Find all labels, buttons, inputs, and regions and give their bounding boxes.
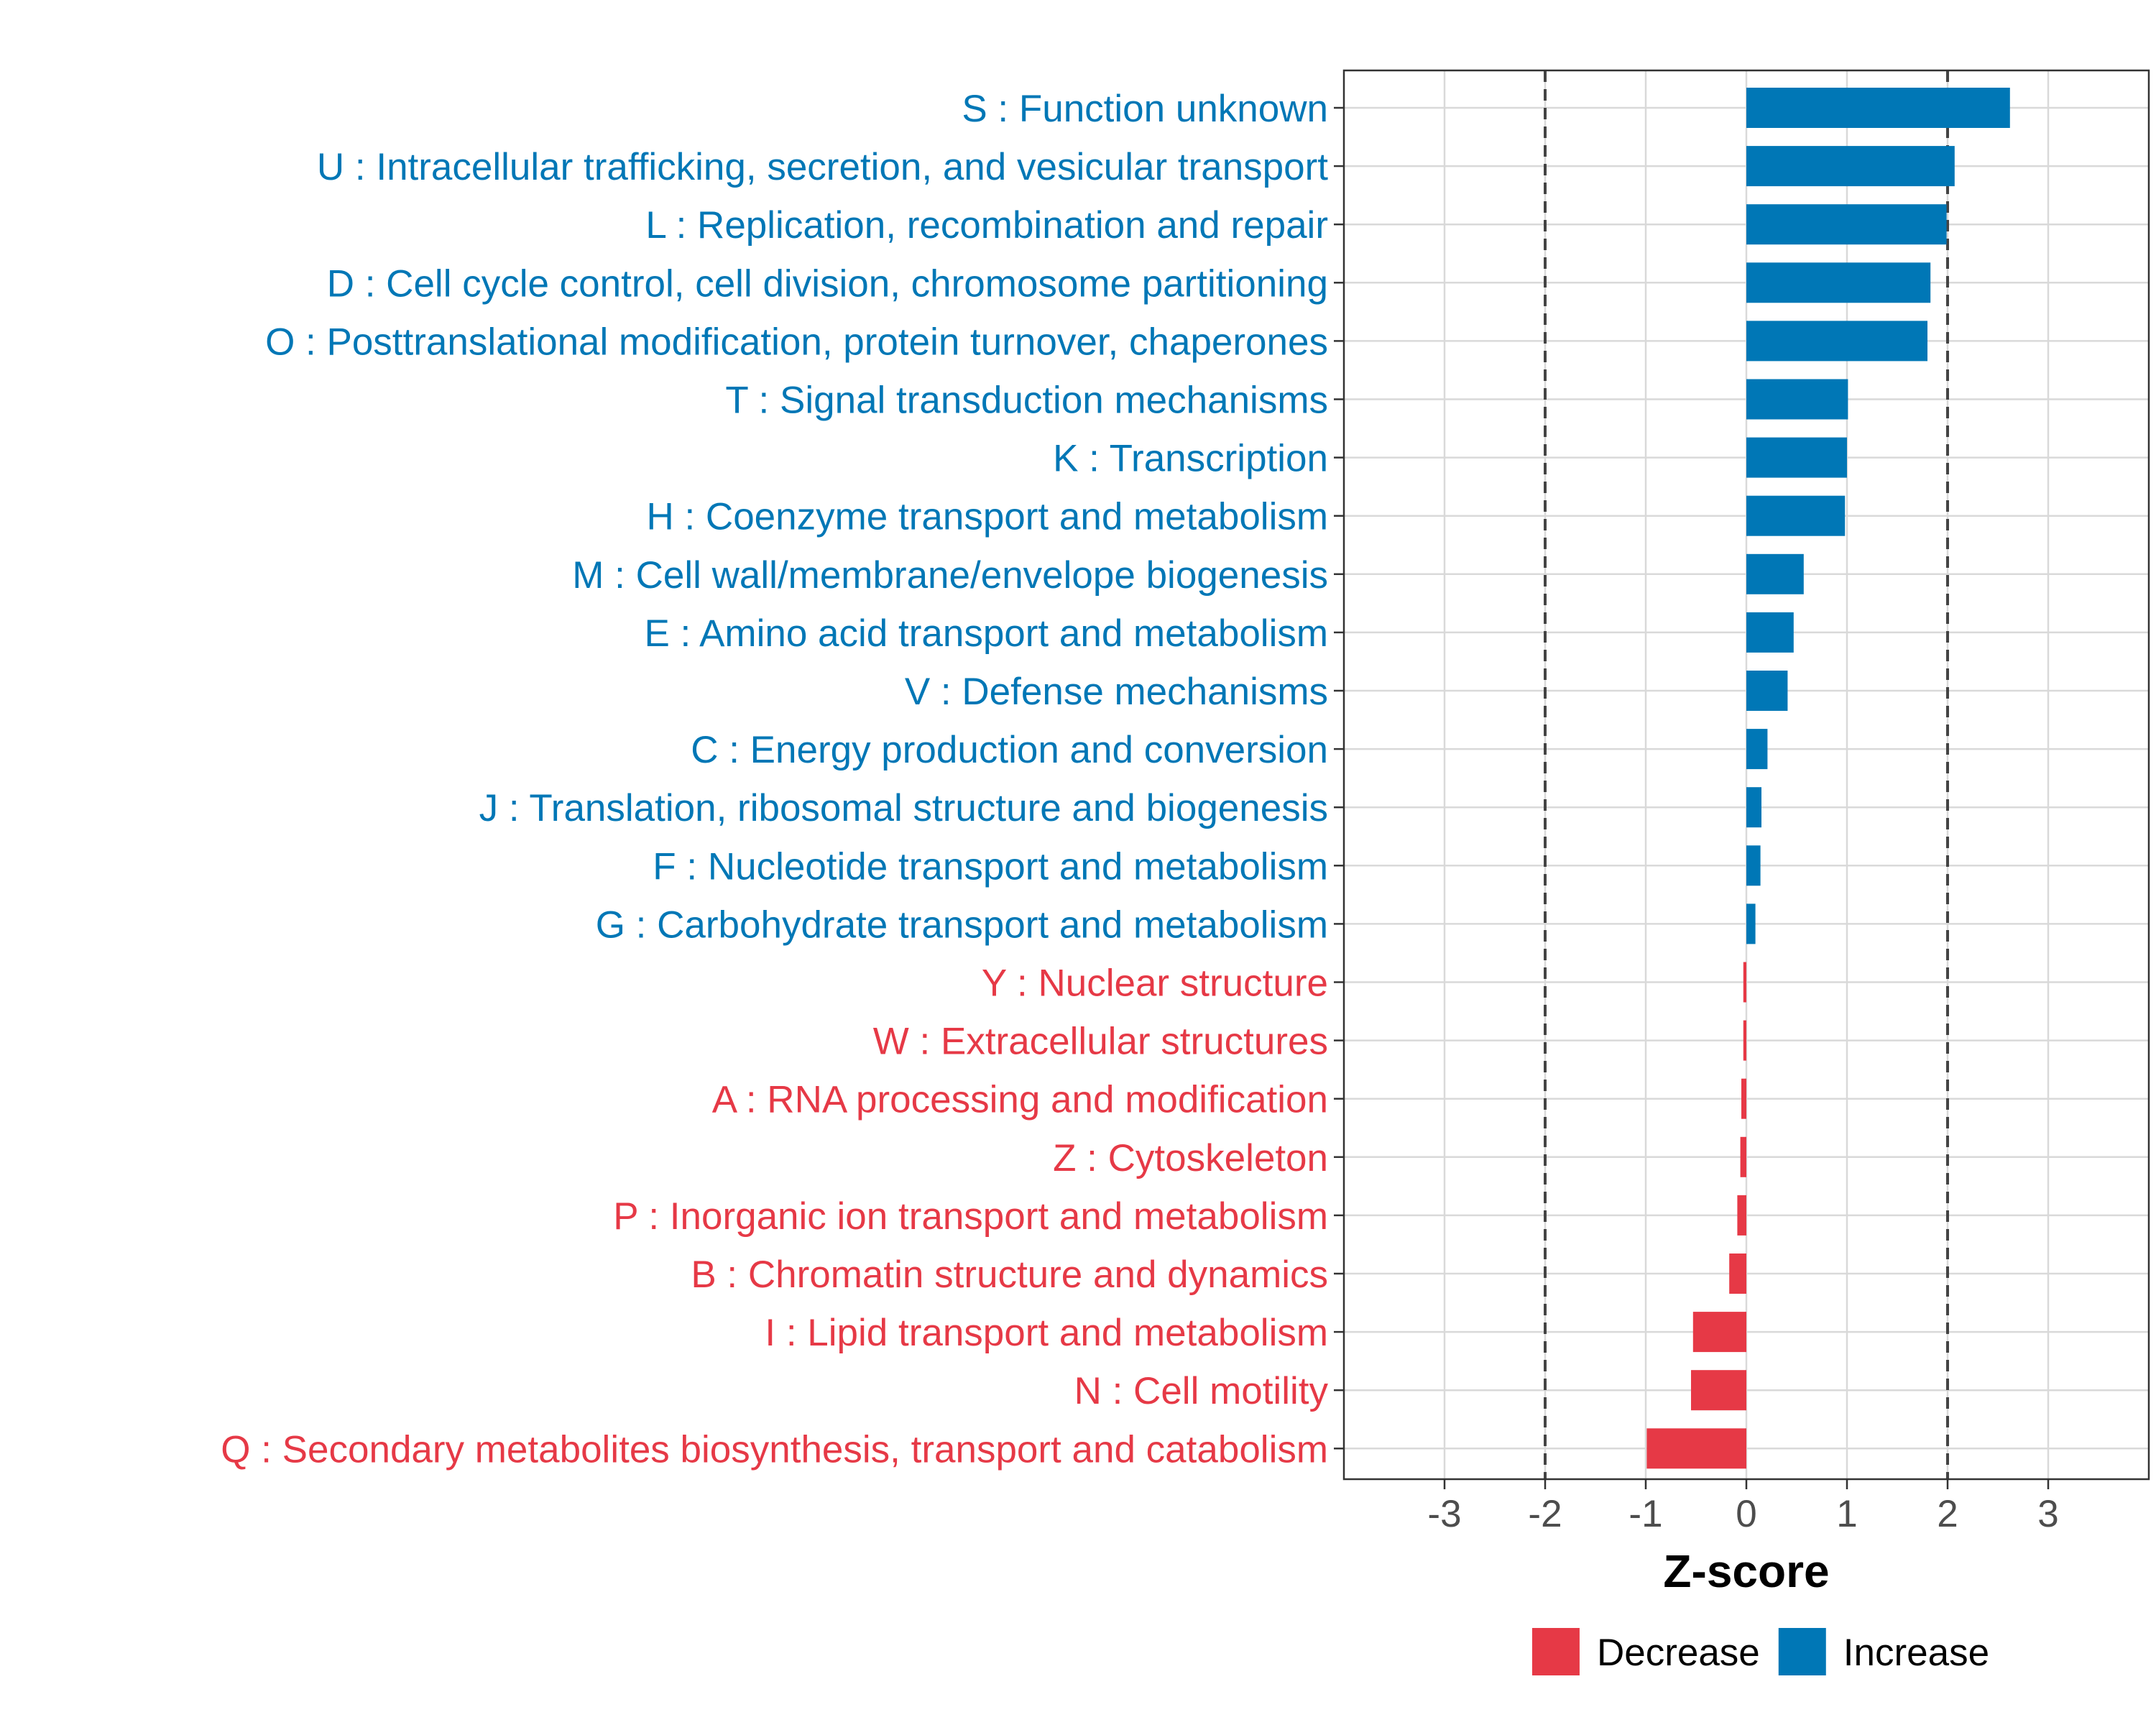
category-label: P : Inorganic ion transport and metaboli… — [613, 1195, 1328, 1238]
x-tick-label: -2 — [1528, 1493, 1562, 1535]
category-label: E : Amino acid transport and metabolism — [644, 612, 1328, 655]
category-label: H : Coenzyme transport and metabolism — [646, 496, 1328, 538]
bar — [1746, 903, 1756, 944]
y-axis-ticks — [1334, 106, 1344, 1450]
x-axis-tick-labels: -3 -2 -1 0 1 2 3 — [1427, 1493, 2058, 1535]
category-label: Z : Cytoskeleton — [1053, 1137, 1328, 1179]
category-label: A : RNA processing and modification — [712, 1079, 1328, 1121]
legend: Decrease Increase — [1531, 1628, 1989, 1675]
bar — [1746, 437, 1847, 478]
category-label: S : Function unknown — [962, 88, 1328, 130]
category-label: O : Posttranslational modification, prot… — [265, 321, 1328, 363]
bar — [1691, 1370, 1746, 1411]
legend-key — [1778, 1628, 1826, 1675]
bar — [1729, 1254, 1746, 1294]
bar — [1746, 379, 1848, 420]
category-label: Y : Nuclear structure — [982, 962, 1328, 1005]
category-label: V : Defense mechanisms — [905, 671, 1328, 713]
x-tick-label: 2 — [1937, 1493, 1958, 1535]
category-label: N : Cell motility — [1074, 1370, 1329, 1412]
x-tick-label: 1 — [1836, 1493, 1857, 1535]
bar — [1746, 787, 1761, 828]
bar — [1746, 321, 1927, 362]
bar — [1646, 1428, 1746, 1469]
category-label: W : Extracellular structures — [873, 1021, 1328, 1063]
bar — [1746, 495, 1846, 536]
legend-label: Decrease — [1597, 1632, 1760, 1674]
category-label: C : Energy production and conversion — [691, 729, 1328, 771]
legend-label: Increase — [1843, 1632, 1989, 1674]
bar — [1746, 88, 2010, 128]
bar — [1746, 612, 1794, 653]
x-tick-label: 3 — [2037, 1493, 2058, 1535]
category-label: B : Chromatin structure and dynamics — [691, 1254, 1328, 1296]
category-label: F : Nucleotide transport and metabolism — [653, 845, 1328, 888]
category-label: T : Signal transduction mechanisms — [725, 380, 1328, 422]
bar — [1746, 553, 1804, 594]
bar — [1746, 671, 1788, 711]
bar — [1746, 845, 1761, 886]
category-label: D : Cell cycle control, cell division, c… — [327, 262, 1328, 305]
x-axis-ticks — [1443, 1479, 2050, 1489]
category-label: G : Carbohydrate transport and metabolis… — [596, 903, 1328, 946]
bar — [1746, 262, 1931, 303]
category-label: Q : Secondary metabolites biosynthesis, … — [221, 1428, 1328, 1471]
reference-lines — [1544, 70, 1949, 1479]
bar — [1743, 962, 1746, 1003]
category-label: U : Intracellular trafficking, secretion… — [317, 146, 1328, 188]
bar — [1746, 729, 1768, 770]
bar — [1746, 204, 1947, 245]
bar — [1737, 1195, 1746, 1236]
category-label: M : Cell wall/membrane/envelope biogenes… — [572, 554, 1328, 597]
x-tick-label: -1 — [1628, 1493, 1662, 1535]
y-axis-labels: S : Function unknown U : Intracellular tr… — [221, 88, 1328, 1471]
category-label: I : Lipid transport and metabolism — [765, 1312, 1328, 1354]
legend-key — [1531, 1628, 1580, 1675]
category-label: L : Replication, recombination and repai… — [645, 204, 1328, 247]
x-tick-label: -3 — [1427, 1493, 1461, 1535]
bar — [1743, 1020, 1746, 1061]
x-tick-label: 0 — [1736, 1493, 1756, 1535]
bar — [1741, 1078, 1746, 1119]
x-axis-title: Z-score — [1663, 1545, 1829, 1597]
bar — [1740, 1136, 1746, 1177]
bars — [1646, 88, 2010, 1469]
bar — [1746, 146, 1955, 187]
bar — [1692, 1312, 1746, 1353]
category-label: K : Transcription — [1053, 438, 1328, 480]
category-label: J : Translation, ribosomal structure and… — [479, 787, 1328, 829]
